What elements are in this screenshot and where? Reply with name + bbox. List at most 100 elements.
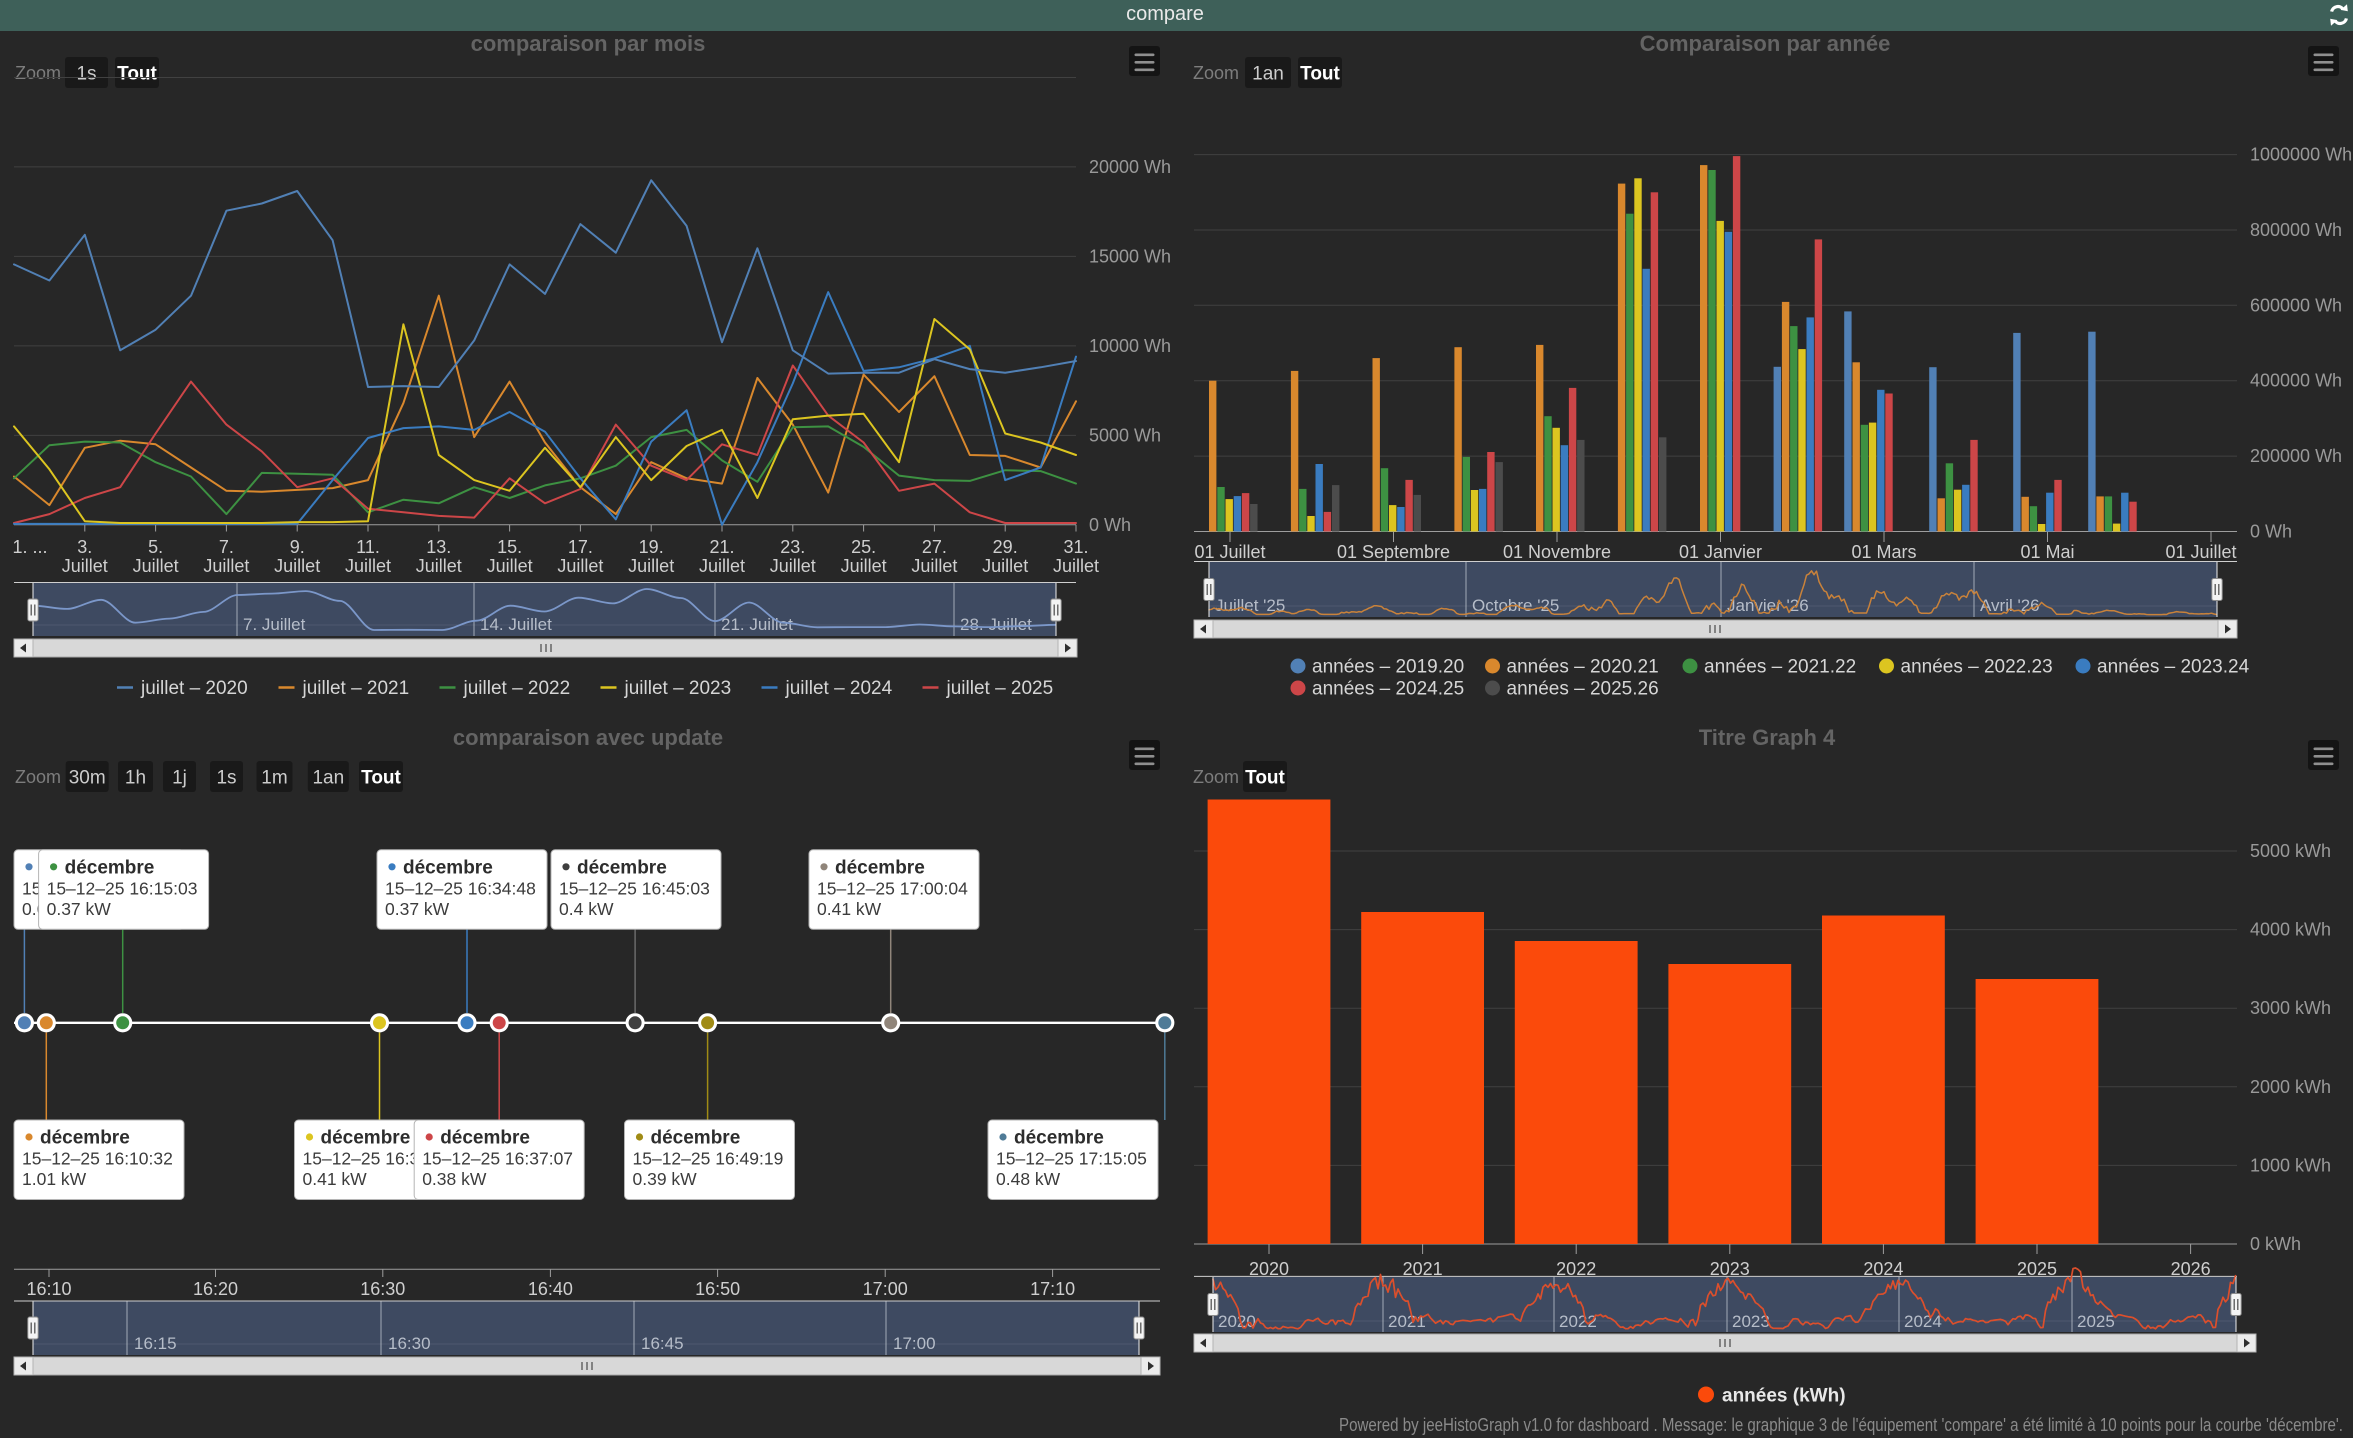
svg-text:Juillet: Juillet <box>911 556 957 576</box>
svg-text:16:40: 16:40 <box>528 1279 573 1299</box>
svg-text:01 Septembre: 01 Septembre <box>1337 542 1450 562</box>
svg-text:01 Juillet: 01 Juillet <box>2165 542 2236 562</box>
svg-text:juillet – 2022: juillet – 2022 <box>463 678 571 699</box>
svg-text:01 Novembre: 01 Novembre <box>1503 542 1611 562</box>
svg-text:décembre: décembre <box>1014 1128 1104 1149</box>
svg-text:2026: 2026 <box>2171 1259 2211 1279</box>
svg-text:Juillet: Juillet <box>841 556 887 576</box>
svg-text:800000 Wh: 800000 Wh <box>2250 220 2342 240</box>
svg-text:2021: 2021 <box>1388 1312 1426 1331</box>
svg-text:décembre: décembre <box>440 1128 530 1149</box>
svg-text:0.4 kW: 0.4 kW <box>559 899 614 919</box>
svg-text:0.41 kW: 0.41 kW <box>303 1169 368 1189</box>
svg-text:Juillet: Juillet <box>203 556 249 576</box>
svg-text:décembre: décembre <box>835 857 925 878</box>
svg-text:décembre: décembre <box>40 1128 130 1149</box>
svg-text:Juillet: Juillet <box>699 556 745 576</box>
svg-text:Juillet: Juillet <box>982 556 1028 576</box>
svg-text:Juillet: Juillet <box>1053 556 1099 576</box>
svg-text:décembre: décembre <box>577 857 667 878</box>
svg-text:28. Juillet: 28. Juillet <box>960 615 1032 634</box>
svg-text:7. Juillet: 7. Juillet <box>243 615 306 634</box>
svg-text:années – 2020.21: années – 2020.21 <box>1507 657 1659 678</box>
svg-text:0 Wh: 0 Wh <box>2250 522 2292 542</box>
svg-text:Titre Graph 4: Titre Graph 4 <box>1699 725 1836 750</box>
svg-text:0.39 kW: 0.39 kW <box>633 1169 698 1189</box>
svg-text:1000 kWh: 1000 kWh <box>2250 1155 2331 1175</box>
svg-text:15.: 15. <box>497 537 522 557</box>
svg-text:juillet – 2023: juillet – 2023 <box>624 678 732 699</box>
svg-text:2000 kWh: 2000 kWh <box>2250 1077 2331 1097</box>
svg-text:2024: 2024 <box>1904 1312 1942 1331</box>
svg-text:17:10: 17:10 <box>1030 1279 1075 1299</box>
svg-text:2023: 2023 <box>1710 1259 1750 1279</box>
svg-text:29.: 29. <box>993 537 1018 557</box>
svg-text:Avril '26: Avril '26 <box>1980 596 2040 615</box>
svg-text:0.41 kW: 0.41 kW <box>817 899 882 919</box>
svg-text:01 Janvier: 01 Janvier <box>1679 542 1762 562</box>
svg-text:3.: 3. <box>77 537 92 557</box>
svg-text:Zoom: Zoom <box>1193 767 1239 787</box>
svg-text:années – 2021.22: années – 2021.22 <box>1704 657 1856 678</box>
svg-text:0.37 kW: 0.37 kW <box>385 899 450 919</box>
svg-text:comparaison par mois: comparaison par mois <box>471 31 706 56</box>
svg-text:Juillet: Juillet <box>416 556 462 576</box>
svg-text:années – 2022.23: années – 2022.23 <box>1901 657 2053 678</box>
svg-text:2025: 2025 <box>2077 1312 2115 1331</box>
svg-text:Comparaison par année: Comparaison par année <box>1640 31 1891 56</box>
svg-text:années – 2023.24: années – 2023.24 <box>2097 657 2250 678</box>
svg-text:décembre: décembre <box>651 1128 741 1149</box>
svg-text:16:20: 16:20 <box>193 1279 238 1299</box>
svg-text:01 Mai: 01 Mai <box>2020 542 2074 562</box>
svg-text:2025: 2025 <box>2017 1259 2057 1279</box>
svg-text:Tout: Tout <box>1245 768 1285 789</box>
svg-text:0 Wh: 0 Wh <box>1089 515 1131 535</box>
svg-text:17.: 17. <box>568 537 593 557</box>
svg-text:14. Juillet: 14. Juillet <box>480 615 552 634</box>
svg-text:Juillet: Juillet <box>557 556 603 576</box>
svg-text:1an: 1an <box>1252 64 1284 85</box>
svg-text:10000 Wh: 10000 Wh <box>1089 336 1171 356</box>
svg-text:5000 kWh: 5000 kWh <box>2250 841 2331 861</box>
svg-text:juillet – 2021: juillet – 2021 <box>302 678 410 699</box>
svg-text:1s: 1s <box>76 64 96 85</box>
svg-text:Powered by jeeHistoGraph v1.0: Powered by jeeHistoGraph v1.0 for dashbo… <box>1339 1415 2343 1435</box>
svg-text:années – 2024.25: années – 2024.25 <box>1312 679 1464 700</box>
svg-text:3000 kWh: 3000 kWh <box>2250 998 2331 1018</box>
svg-text:années – 2025.26: années – 2025.26 <box>1507 679 1659 700</box>
svg-text:13.: 13. <box>426 537 451 557</box>
svg-text:21. Juillet: 21. Juillet <box>721 615 793 634</box>
svg-text:Juillet: Juillet <box>770 556 816 576</box>
svg-text:Tout: Tout <box>117 64 157 85</box>
svg-text:1m: 1m <box>261 768 287 789</box>
svg-text:15–12–25 17:00:04: 15–12–25 17:00:04 <box>817 878 968 898</box>
svg-text:Juillet: Juillet <box>345 556 391 576</box>
svg-text:15000 Wh: 15000 Wh <box>1089 246 1171 266</box>
svg-text:21.: 21. <box>709 537 734 557</box>
svg-text:20000 Wh: 20000 Wh <box>1089 157 1171 177</box>
svg-text:Juillet: Juillet <box>628 556 674 576</box>
svg-text:15–12–25 16:15:03: 15–12–25 16:15:03 <box>47 878 198 898</box>
svg-text:juillet – 2024: juillet – 2024 <box>785 678 893 699</box>
svg-text:5.: 5. <box>148 537 163 557</box>
svg-text:Zoom: Zoom <box>15 63 61 83</box>
svg-text:17:00: 17:00 <box>863 1279 908 1299</box>
svg-text:15–12–25 16:10:32: 15–12–25 16:10:32 <box>22 1149 173 1169</box>
svg-text:5000 Wh: 5000 Wh <box>1089 425 1161 445</box>
svg-text:Juillet: Juillet <box>62 556 108 576</box>
svg-text:200000 Wh: 200000 Wh <box>2250 446 2342 466</box>
svg-text:comparaison avec update: comparaison avec update <box>453 725 723 750</box>
svg-text:19.: 19. <box>639 537 664 557</box>
svg-text:1an: 1an <box>312 768 344 789</box>
svg-text:0 kWh: 0 kWh <box>2250 1234 2301 1254</box>
svg-text:16:30: 16:30 <box>388 1334 431 1353</box>
svg-text:16:30: 16:30 <box>360 1279 405 1299</box>
svg-text:400000 Wh: 400000 Wh <box>2250 371 2342 391</box>
svg-text:1000000 Wh: 1000000 Wh <box>2250 145 2352 165</box>
svg-text:16:45: 16:45 <box>641 1334 684 1353</box>
svg-text:décembre: décembre <box>65 857 155 878</box>
svg-text:01 Mars: 01 Mars <box>1851 542 1916 562</box>
svg-text:0.48 kW: 0.48 kW <box>996 1169 1061 1189</box>
svg-text:Juillet: Juillet <box>274 556 320 576</box>
svg-text:Juillet: Juillet <box>133 556 179 576</box>
